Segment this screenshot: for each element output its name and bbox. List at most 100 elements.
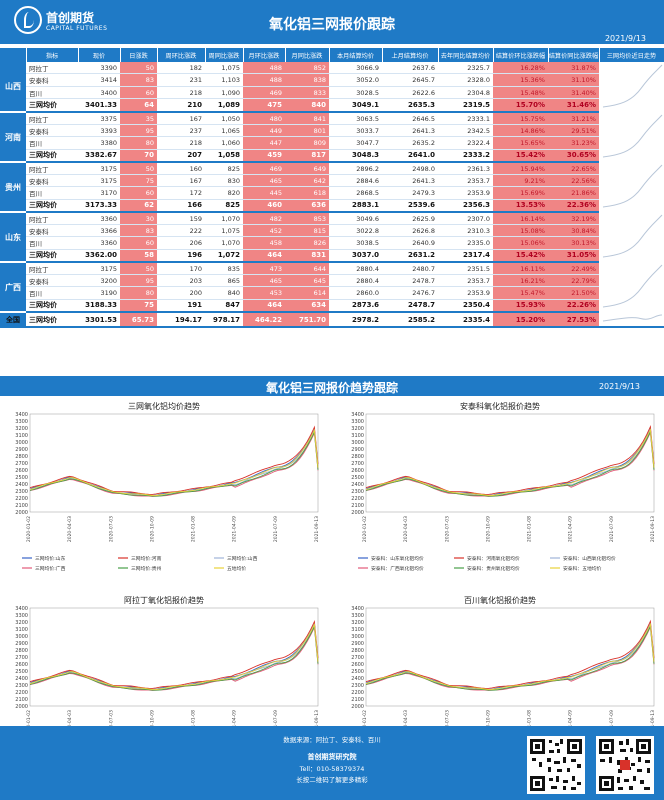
qr-code-icon-2[interactable] (596, 736, 654, 794)
table-cell: 3173.33 (78, 199, 120, 213)
table-cell: 465 (243, 274, 285, 288)
series-line (365, 622, 655, 691)
table-cell: 22.49% (548, 262, 599, 276)
table-cell: 644 (285, 262, 329, 276)
table-header-cell: 本月结算均价 (329, 48, 383, 62)
table-cell: 3382.67 (78, 149, 120, 163)
qr-code-icon[interactable] (527, 736, 585, 794)
series-line (365, 624, 655, 691)
y-tick-label: 3300 (15, 613, 28, 619)
table-cell: 482 (243, 212, 285, 226)
table-cell: 166 (157, 199, 205, 213)
table-row: 百川 3380 80 218 1,060 447 809 3047.7 2635.2 2322.4… (0, 136, 664, 150)
table-cell: 447 (243, 136, 285, 150)
table-header-region (0, 48, 27, 62)
series-line (29, 431, 319, 497)
source-name: 阿拉丁 (26, 62, 78, 75)
table-cell: 2307.0 (438, 212, 493, 226)
table-cell: 3375 (78, 112, 120, 126)
table-cell: 1,065 (205, 124, 243, 138)
table-cell: 469 (243, 86, 285, 100)
source-name: 安泰科 (26, 124, 78, 138)
source-name: 阿拉丁 (26, 262, 78, 276)
series-line (29, 429, 319, 497)
table-cell: 2635.2 (382, 136, 438, 150)
y-tick-label: 3300 (15, 419, 28, 425)
source-name: 安泰科 (26, 174, 78, 188)
table-cell: 3188.33 (78, 299, 120, 313)
region-label: 全国 (0, 312, 26, 328)
y-tick-label: 2700 (15, 655, 28, 661)
table-cell: 218 (157, 86, 205, 100)
table-cell: 1,070 (205, 212, 243, 226)
series-line (29, 625, 319, 691)
table-cell: 70 (120, 149, 157, 163)
table-cell: 9.21% (493, 174, 548, 188)
series-line (29, 623, 319, 691)
source-name: 阿拉丁 (26, 112, 78, 126)
table-cell: 1,090 (205, 86, 243, 100)
series-line (29, 622, 319, 691)
y-tick-label: 3400 (15, 606, 28, 612)
table-cell: 2880.4 (329, 262, 382, 276)
y-tick-label: 2500 (15, 669, 28, 675)
legend-label: 安泰科：贵州氧化铝均价 (467, 565, 520, 572)
legend-label: 安泰科：山东氧化铝均价 (371, 555, 424, 562)
x-tick-label: 2021-04-09 (232, 516, 238, 542)
table-cell: 3360 (78, 236, 120, 250)
table-cell: 15.42% (493, 149, 548, 163)
table-cell: 15.69% (493, 186, 548, 200)
legend-label: 安泰科：五地均价 (563, 565, 602, 572)
table-cell: 475 (243, 98, 285, 114)
table-cell: 2353.7 (438, 174, 493, 188)
y-tick-label: 3200 (15, 620, 28, 626)
table-cell: 2868.5 (329, 186, 382, 200)
table-cell: 833 (285, 86, 329, 100)
table-cell: 31.05% (548, 249, 599, 263)
table-cell: 3175 (78, 162, 120, 176)
x-tick-label: 2021-09-13 (650, 710, 656, 736)
table-cell: 2350.4 (438, 299, 493, 313)
table-cell: 3049.1 (329, 98, 382, 114)
y-tick-label: 2700 (351, 461, 364, 467)
table-cell: 159 (157, 212, 205, 226)
table-cell: 453 (243, 286, 285, 300)
y-tick-label: 2000 (351, 704, 364, 710)
logo-icon (14, 6, 42, 34)
series-line (365, 430, 655, 497)
header-band: 首创期货 CAPITAL FUTURES 氧化铝三网报价跟踪 2021/9/13 (0, 0, 664, 44)
y-tick-label: 2700 (15, 461, 28, 467)
x-tick-label: 2020-01-02 (26, 516, 32, 542)
table-cell: 820 (205, 186, 243, 200)
table-row: 安泰科 3393 95 237 1,065 449 801 3033.7 2641.3 2342.… (0, 124, 664, 138)
table-row: 河南 阿拉丁 3375 35 167 1,050 480 841 3063.5 2646.5 233… (0, 112, 664, 163)
chart-title: 三网氧化铝均价趋势 (128, 402, 200, 411)
table-cell: 231 (157, 73, 205, 87)
table-cell: 2498.0 (382, 162, 438, 176)
table-cell: 16.11% (493, 262, 548, 276)
table-cell: 3401.33 (78, 98, 120, 114)
table-cell: 464 (243, 299, 285, 313)
sparkline-cell (599, 62, 664, 112)
table-cell: 167 (157, 112, 205, 126)
y-tick-label: 3000 (351, 440, 364, 446)
table-cell: 15.06% (493, 236, 548, 250)
table-cell: 62 (120, 199, 157, 213)
sparkline (602, 64, 663, 108)
table-cell: 3360 (78, 212, 120, 226)
sparkline (602, 164, 663, 208)
table-cell: 2333.1 (438, 112, 493, 126)
x-tick-label: 2021-07-09 (273, 516, 279, 542)
table-row: 三网均价 3188.33 75 191 847 464 634 2873.6 2478.7 235… (0, 299, 664, 313)
source-name: 安泰科 (26, 73, 78, 87)
table-cell: 3380 (78, 136, 120, 150)
table-cell: 2978.2 (329, 312, 382, 328)
y-tick-label: 3400 (15, 412, 28, 418)
table-cell: 2325.7 (438, 62, 493, 75)
table-header-cell: 月环比涨跌 (243, 48, 286, 62)
table-cell: 194.17 (157, 312, 205, 328)
table-cell: 95 (120, 124, 157, 138)
table-row: 广西 阿拉丁 3175 50 170 835 473 644 2880.4 2480.7 2351.… (0, 262, 664, 313)
table-cell: 3052.0 (329, 73, 382, 87)
y-tick-label: 2300 (351, 489, 364, 495)
